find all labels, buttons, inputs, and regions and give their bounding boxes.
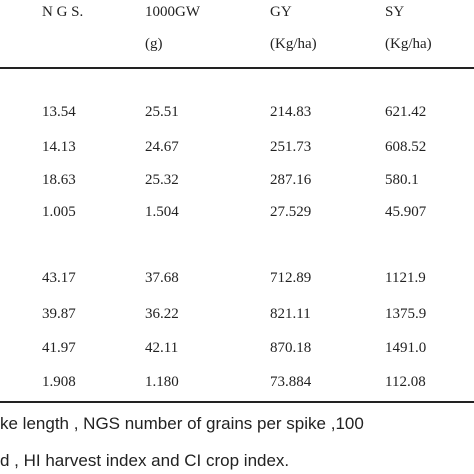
table-cell: 25.32 (145, 172, 179, 188)
header-cell: SY (385, 4, 405, 20)
header-cell: GY (270, 4, 292, 20)
table-cell: 1.908 (42, 374, 76, 390)
table-cell: 25.51 (145, 104, 179, 120)
header-rule (0, 67, 474, 69)
table-cell: 14.13 (42, 139, 76, 155)
header-cell: (Kg/ha) (385, 36, 432, 52)
bottom-rule (0, 401, 474, 403)
table-cell: 712.89 (270, 270, 312, 286)
table-cell: 42.11 (145, 340, 179, 356)
footnote: ke length , NGS number of grains per spi… (0, 414, 364, 433)
table-cell: 36.22 (145, 306, 179, 322)
table-cell: 1375.9 (385, 306, 427, 322)
table-cell: 18.63 (42, 172, 76, 188)
table-cell: 13.54 (42, 104, 76, 120)
footnote: d , HI harvest index and CI crop index. (0, 451, 290, 470)
table-cell: 608.52 (385, 139, 427, 155)
table-cell: 1121.9 (385, 270, 426, 286)
table-cell: 112.08 (385, 374, 426, 390)
table-cell: 1.180 (145, 374, 179, 390)
table-cell: 41.97 (42, 340, 76, 356)
header-cell: N G S. (42, 4, 84, 20)
table-cell: 43.17 (42, 270, 76, 286)
table-cell: 24.67 (145, 139, 179, 155)
table-cell: 214.83 (270, 104, 312, 120)
header-cell: (g) (145, 36, 163, 52)
table-cell: 37.68 (145, 270, 179, 286)
table-cell: 1491.0 (385, 340, 427, 356)
table-cell: 27.529 (270, 204, 312, 220)
table-cell: 621.42 (385, 104, 427, 120)
table-cell: 45.907 (385, 204, 427, 220)
table-cell: 821.11 (270, 306, 311, 322)
table-cell: 580.1 (385, 172, 419, 188)
table-cell: 1.005 (42, 204, 76, 220)
table-cell: 73.884 (270, 374, 312, 390)
table-cell: 287.16 (270, 172, 312, 188)
table-cell: 251.73 (270, 139, 312, 155)
table-cell: 870.18 (270, 340, 312, 356)
header-cell: 1000GW (145, 4, 200, 20)
table-cell: 39.87 (42, 306, 76, 322)
header-cell: (Kg/ha) (270, 36, 317, 52)
table-cell: 1.504 (145, 204, 179, 220)
